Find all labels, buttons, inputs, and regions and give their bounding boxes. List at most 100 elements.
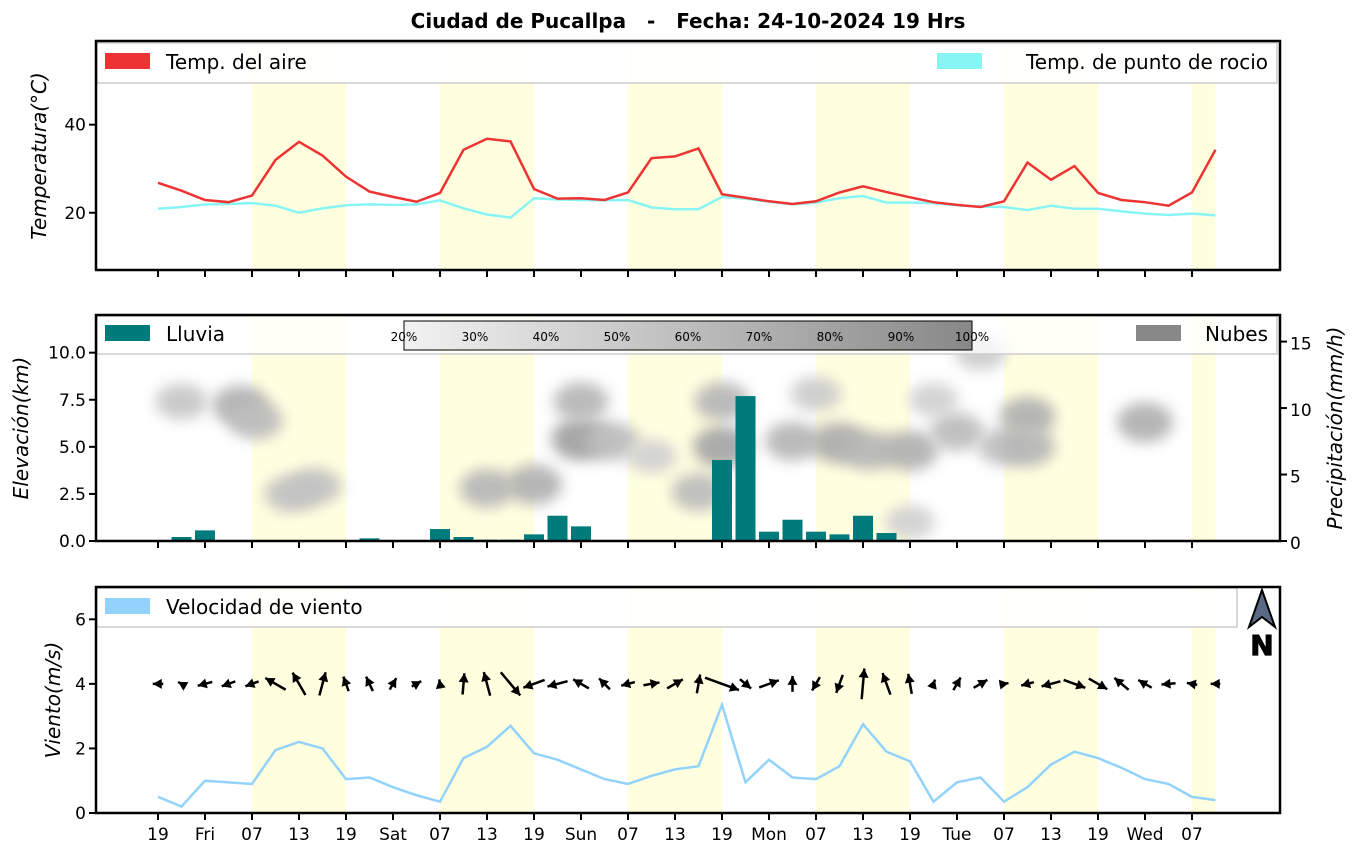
rain-bar xyxy=(853,515,873,541)
rain-legend-label: Lluvia xyxy=(166,322,225,346)
y-tick-label: 5.0 xyxy=(59,438,86,458)
wind-arrow xyxy=(1113,676,1130,691)
wind-arrow xyxy=(972,678,989,689)
cloud-blob xyxy=(288,467,342,505)
wind-speed-line xyxy=(157,700,1216,809)
y-tick-label: 10.0 xyxy=(48,344,86,364)
wind-arrow xyxy=(739,678,752,690)
wind-y-label: Viento(m/s) xyxy=(41,642,65,759)
cloud-blob xyxy=(459,468,515,508)
y-tick-label: 7.5 xyxy=(59,391,86,411)
wind-arrow xyxy=(1137,678,1153,689)
air-temp-legend-label: Temp. del aire xyxy=(165,50,307,74)
cloud-blob xyxy=(930,412,984,451)
rain-bars xyxy=(171,396,897,541)
cloud-blob xyxy=(553,382,609,422)
x-tick-label: 19 xyxy=(147,825,169,845)
wind-arrow xyxy=(177,680,189,691)
x-tick-label: Tue xyxy=(941,825,971,845)
cloud-blob xyxy=(908,382,959,417)
x-tick-label: Mon xyxy=(751,825,787,845)
wind-arrow xyxy=(481,671,492,696)
cloud-blob xyxy=(999,396,1056,437)
wind-arrow xyxy=(666,678,684,690)
wind-legend-box xyxy=(96,587,1238,628)
x-tick-label: Wed xyxy=(1126,825,1163,845)
temperature-y-label: Temperatura(°C) xyxy=(27,72,51,240)
cloud-rain-panel: 0.0 2.5 5.0 7.5 10.0 0 5 10 15 Elevación(km) Pr… xyxy=(9,313,1347,554)
wind-arrow xyxy=(572,678,590,690)
x-tick-label: 07 xyxy=(1181,825,1203,845)
wind-arrow xyxy=(458,673,469,695)
rain-bar xyxy=(806,531,826,541)
precipitation-y-ticks: 0 5 10 15 xyxy=(1280,335,1312,554)
wind-arrow xyxy=(758,678,780,689)
wind-arrow xyxy=(522,678,546,690)
wind-arrow xyxy=(1210,678,1221,689)
wind-arrow xyxy=(197,678,213,689)
rain-bar xyxy=(359,538,380,541)
rain-bar xyxy=(876,533,897,541)
daytime-band xyxy=(1192,315,1216,541)
rain-bar xyxy=(735,396,756,541)
wind-arrow xyxy=(998,679,1009,690)
wind-arrow xyxy=(499,671,522,697)
y-tick-label: 10 xyxy=(1290,401,1312,421)
colorbar-label: 50% xyxy=(604,330,631,344)
wind-arrow xyxy=(834,674,845,694)
rain-bar xyxy=(829,534,850,541)
y-tick-label: 0.0 xyxy=(59,532,86,552)
colorbar-label: 60% xyxy=(675,330,702,344)
chart-title: Ciudad de Pucallpa - Fecha: 24-10-2024 1… xyxy=(411,9,966,33)
rain-bar xyxy=(759,531,779,541)
dew-point-legend-label: Temp. de punto de rocio xyxy=(1025,50,1268,74)
wind-arrow xyxy=(858,668,869,700)
y-tick-label: 40 xyxy=(64,116,86,136)
x-tick-label: 07 xyxy=(993,825,1015,845)
cloud-blob xyxy=(1000,427,1055,467)
wind-arrow xyxy=(1161,678,1176,689)
x-tick-label: 13 xyxy=(288,825,310,845)
cloud-blob xyxy=(882,430,938,471)
y-tick-label: 4 xyxy=(75,675,86,695)
x-tick-label: 13 xyxy=(664,825,686,845)
cloud-blob xyxy=(228,401,283,440)
rain-bar xyxy=(547,515,568,541)
wind-legend-swatch xyxy=(105,598,150,614)
cloud-colorbar-gradient xyxy=(403,320,973,351)
wind-arrow xyxy=(221,678,236,688)
wind-arrow xyxy=(1063,678,1086,690)
wind-arrow xyxy=(693,674,704,694)
cloud-blob xyxy=(155,383,208,420)
rain-bar xyxy=(171,537,192,541)
wind-arrow xyxy=(291,672,307,696)
x-axis-labels: 19 Fri 07 13 19 Sat 07 13 19 Sun 07 13 19 Mon 07 13 19 Tu… xyxy=(147,825,1203,845)
x-tick-label: 19 xyxy=(899,825,921,845)
clouds-legend-swatch xyxy=(1136,325,1181,341)
y-tick-label: 6 xyxy=(75,610,86,630)
air-temp-line xyxy=(157,137,1217,209)
rain-bar xyxy=(430,529,450,541)
wind-arrow xyxy=(811,676,821,692)
x-tick-label: 13 xyxy=(476,825,498,845)
x-tick-label: 07 xyxy=(805,825,827,845)
wind-arrow xyxy=(341,676,352,692)
wind-panel: 0 2 4 6 Viento(m/s) Velocidad de viento N xyxy=(41,585,1282,824)
wind-arrow xyxy=(880,672,892,696)
colorbar-label: 90% xyxy=(888,330,915,344)
y-tick-label: 20 xyxy=(64,204,86,224)
dew-point-legend-swatch xyxy=(937,53,982,69)
cloud-blob xyxy=(1117,402,1173,443)
x-tick-label: 07 xyxy=(241,825,263,845)
x-tick-label: Sun xyxy=(565,825,597,845)
wind-arrow xyxy=(244,678,260,688)
north-arrow-icon xyxy=(1246,586,1278,630)
wind-arrow xyxy=(787,675,798,692)
wind-arrow xyxy=(1020,678,1035,689)
wind-direction-arrows xyxy=(152,668,1221,700)
rain-bar xyxy=(453,537,474,541)
north-arrow-label: N xyxy=(1250,629,1273,662)
daytime-band xyxy=(1192,41,1216,270)
wind-arrow xyxy=(904,673,915,695)
